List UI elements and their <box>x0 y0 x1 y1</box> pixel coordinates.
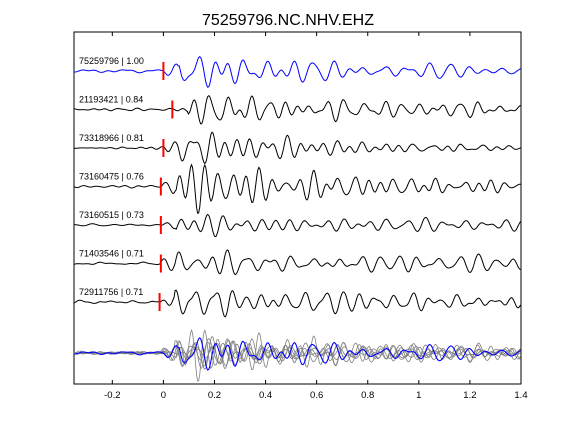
trace-line-73318966 <box>73 131 521 165</box>
trace-label-21193421: 21193421 | 0.84 <box>79 95 143 105</box>
x-tick-label: 1 <box>416 390 421 401</box>
trace-line-71403546 <box>73 249 521 276</box>
trace-label-72911756: 72911756 | 0.71 <box>79 287 143 297</box>
trace-line-73160515 <box>74 213 521 238</box>
trace-75259796: 75259796 | 1.00 <box>74 56 521 89</box>
trace-73160515: 73160515 | 0.73 <box>74 210 521 238</box>
trace-line-21193421 <box>73 95 521 125</box>
x-tick-label: 0 <box>161 390 166 401</box>
stack-layer <box>73 329 521 382</box>
x-tick-label: -0.2 <box>104 390 120 401</box>
trace-73318966: 73318966 | 0.81 <box>73 131 521 165</box>
plot-area-frame <box>73 31 522 385</box>
trace-21193421: 21193421 | 0.84 <box>73 95 521 125</box>
x-tick-label: 1.2 <box>463 390 476 401</box>
trace-71403546: 71403546 | 0.71 <box>73 249 521 276</box>
trace-line-72911756 <box>73 289 521 318</box>
traces-layer: 75259796 | 1.00 21193421 | 0.84 73318966 |… <box>73 56 521 318</box>
trace-line-75259796 <box>74 56 521 89</box>
stack-reference-line <box>74 337 521 371</box>
trace-line-73160475 <box>73 163 521 214</box>
x-axis: -0.2 0 0.2 0.4 0.6 0.8 1 1.2 1.4 <box>104 32 528 401</box>
x-tick-label: 0.2 <box>208 390 221 401</box>
x-tick-label: 1.4 <box>514 390 527 401</box>
x-tick-label: 0.8 <box>361 390 374 401</box>
trace-label-75259796: 75259796 | 1.00 <box>79 56 144 66</box>
trace-72911756: 72911756 | 0.71 <box>73 287 521 318</box>
chart-title: 75259796.NC.NHV.EHZ <box>202 12 374 29</box>
trace-label-73160515: 73160515 | 0.73 <box>79 210 144 220</box>
trace-label-71403546: 71403546 | 0.71 <box>79 249 144 259</box>
trace-label-73318966: 73318966 | 0.81 <box>79 133 144 143</box>
x-tick-label: 0.6 <box>310 390 323 401</box>
trace-73160475: 73160475 | 0.76 <box>73 163 521 214</box>
stack-line <box>73 340 521 370</box>
trace-label-73160475: 73160475 | 0.76 <box>79 172 144 182</box>
x-tick-label: 0.4 <box>259 390 272 401</box>
